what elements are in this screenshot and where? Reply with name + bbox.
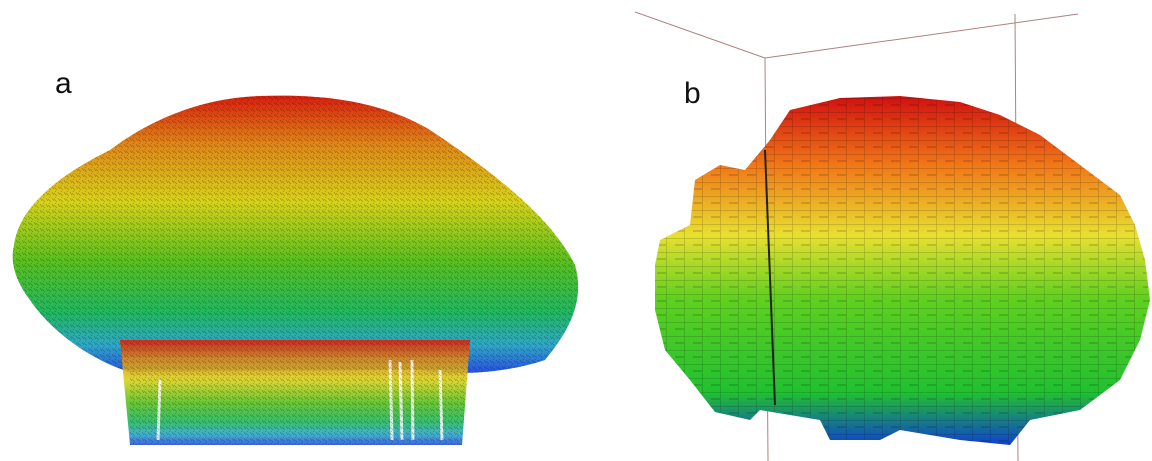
- panel-label: b: [684, 77, 701, 110]
- panel-a: a: [13, 67, 578, 445]
- figure: a b: [0, 0, 1152, 461]
- panel-label: a: [55, 67, 72, 100]
- crown-texture: [13, 96, 578, 445]
- panel-b: b: [635, 12, 1150, 461]
- voxel-grid: [655, 96, 1150, 445]
